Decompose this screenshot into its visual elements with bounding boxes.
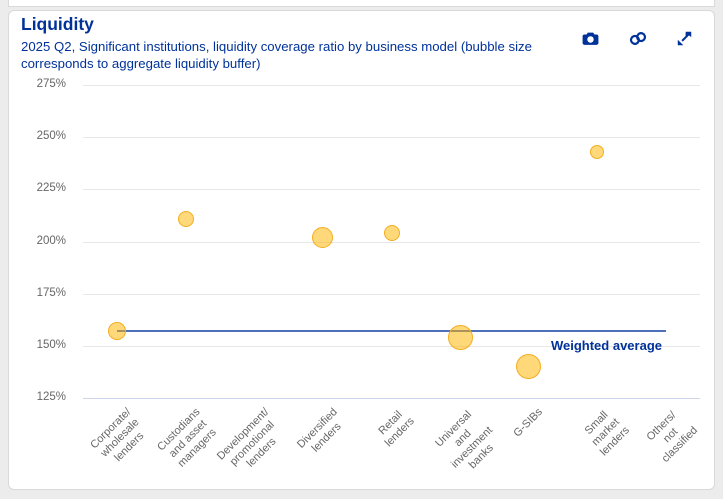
bubble-g-sibs[interactable] — [516, 354, 542, 380]
page-title: Liquidity — [21, 14, 94, 34]
fullscreen-button[interactable] — [675, 28, 697, 48]
chart-card — [8, 10, 715, 490]
bubble-custodians-and-asset-managers[interactable] — [177, 210, 194, 227]
expand-icon — [675, 29, 697, 48]
bubble-corporate-wholesale-lenders[interactable] — [108, 322, 127, 341]
previous-card-bottom-edge — [8, 0, 715, 7]
camera-icon — [581, 29, 603, 48]
bubble-small-market-lenders[interactable] — [590, 144, 605, 159]
download-image-button[interactable] — [581, 28, 603, 48]
chart-subtitle: 2025 Q2, Significant institutions, liqui… — [21, 39, 532, 72]
bubble-retail-lenders[interactable] — [383, 225, 400, 242]
link-icon — [627, 29, 649, 48]
bubble-universal-and-investment-banks[interactable] — [447, 324, 473, 350]
chart-toolbar — [575, 28, 700, 50]
copy-link-button[interactable] — [627, 28, 649, 48]
bubble-diversified-lenders[interactable] — [312, 226, 334, 248]
